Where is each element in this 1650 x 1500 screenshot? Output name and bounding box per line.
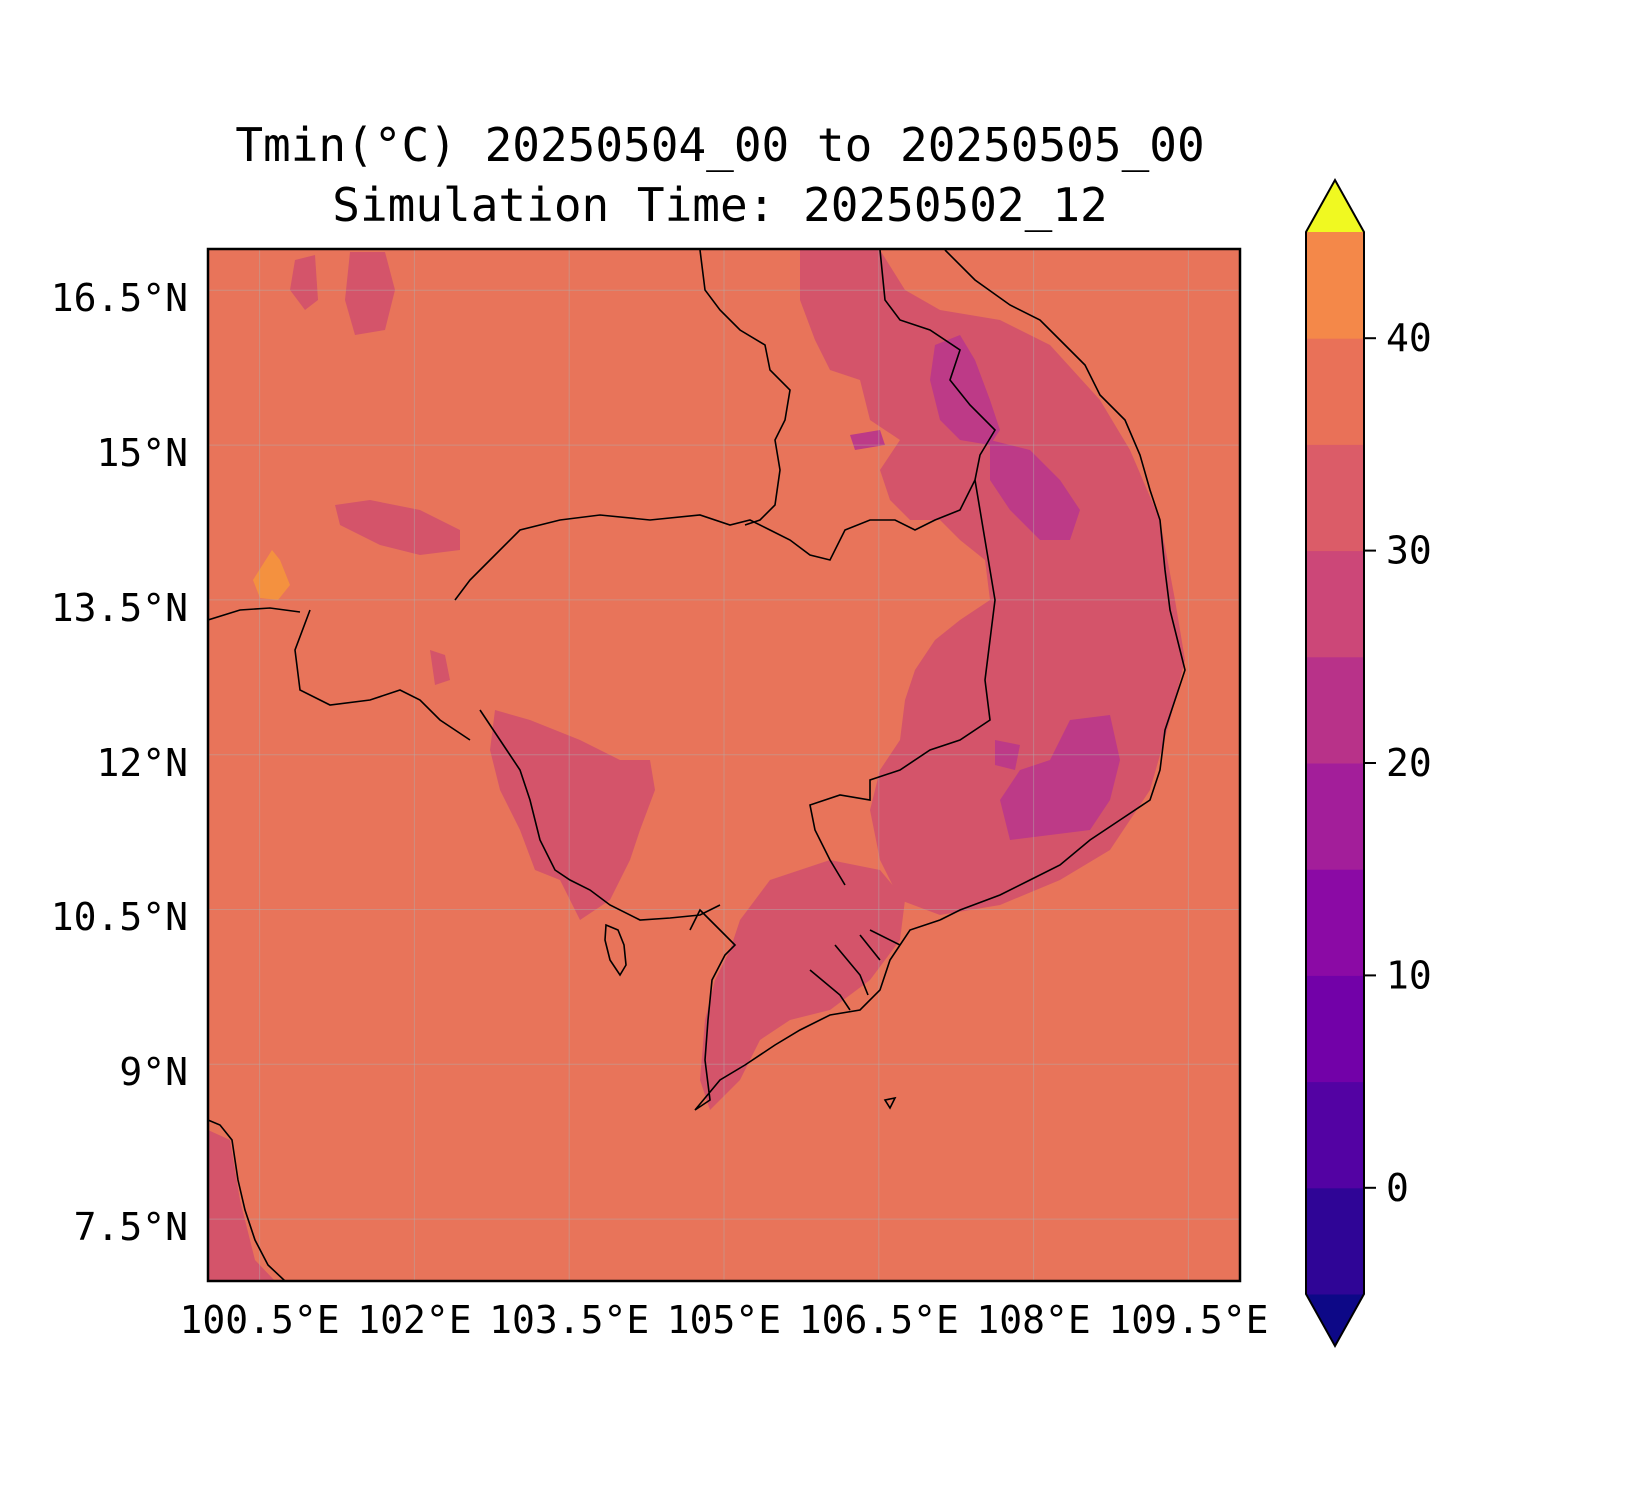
- region-dalat-15-20: [1000, 715, 1120, 840]
- coastlines-borders: [208, 249, 1186, 1281]
- map-frame: [206, 247, 1242, 1283]
- lon-tick-label: 108°E: [976, 1298, 1090, 1342]
- lat-tick-label: 9°N: [119, 1050, 188, 1094]
- lat-tick-label: 15°N: [96, 431, 188, 475]
- cambodia-north-border: [454, 479, 976, 601]
- colorbar-tick-label: 0: [1386, 1166, 1409, 1210]
- lat-tick-label: 7.5°N: [74, 1205, 188, 1249]
- map-panel: [208, 249, 1240, 1281]
- colorbar-extend-min: [1306, 1294, 1364, 1346]
- laos-vietnam-border: [879, 249, 997, 481]
- colorbar-tick-label: 10: [1386, 953, 1432, 997]
- malay-coast: [208, 1119, 286, 1281]
- region-mekong-delta-20-25: [700, 860, 905, 1110]
- con-dao-island: [883, 1096, 897, 1110]
- colorbar-tick-label: 30: [1386, 529, 1432, 573]
- region-dangrek-20-25: [335, 500, 460, 555]
- graticule: [208, 249, 1240, 1281]
- region-north2-20-25: [290, 255, 318, 310]
- region-cardamom-20-25: [490, 710, 655, 920]
- colorbar-band: [1306, 869, 1364, 976]
- colorbar-band: [1306, 232, 1364, 339]
- temperature-field-30-35: [253, 550, 290, 600]
- delta-islands: [809, 929, 901, 1011]
- lon-tick-label: 106.5°E: [799, 1298, 959, 1342]
- lon-tick-label: 105°E: [667, 1298, 781, 1342]
- mekong-delta-coast: [689, 908, 941, 1111]
- colorbar-tick-label: 20: [1386, 741, 1432, 785]
- colorbar-tick-label: 40: [1386, 316, 1432, 360]
- lon-tick-label: 109.5°E: [1108, 1298, 1268, 1342]
- lon-axis: 100.5°E 102°E 103.5°E 105°E 106.5°E 108°…: [180, 1298, 1269, 1342]
- phu-quoc-island: [604, 923, 627, 977]
- lat-tick-label: 12°N: [96, 741, 188, 785]
- region-north-20-25: [345, 252, 395, 335]
- cambodia-coast: [479, 709, 721, 921]
- vietnam-coastline: [939, 249, 1186, 921]
- colorbar-band: [1306, 444, 1364, 552]
- thailand-gulf-coast: [208, 607, 301, 621]
- colorbar-outline: [1305, 177, 1365, 1349]
- colorbar-band: [1306, 763, 1364, 870]
- lat-tick-label: 16.5°N: [51, 276, 188, 320]
- region-west-20-25: [430, 650, 450, 685]
- lat-tick-label: 10.5°N: [51, 895, 188, 939]
- colorbar-band: [1306, 656, 1364, 764]
- lon-tick-label: 100.5°E: [180, 1298, 340, 1342]
- colorbar-band: [1306, 338, 1364, 445]
- chart-title: Tmin(°C) 20250504_00 to 20250505_00: [235, 118, 1205, 172]
- laos-thailand-border: [699, 249, 791, 526]
- colorbar-band: [1306, 1081, 1364, 1189]
- colorbar-extend-max: [1306, 180, 1364, 232]
- lon-tick-label: 102°E: [357, 1298, 471, 1342]
- cambodia-vietnam-border: [809, 479, 996, 886]
- lon-tick-label: 103.5°E: [489, 1298, 649, 1342]
- region-central-highlands-15-20: [990, 440, 1080, 540]
- cambodia-thailand-border: [294, 609, 471, 741]
- lat-tick-label: 13.5°N: [51, 586, 188, 630]
- colorbar-band: [1306, 1187, 1364, 1295]
- lat-axis: 16.5°N 15°N 13.5°N 12°N 10.5°N 9°N 7.5°N: [51, 276, 188, 1249]
- colorbar: 0 10 20 30 40: [1305, 177, 1432, 1349]
- region-malay-20-25: [208, 1130, 275, 1281]
- region-small-15-20: [850, 430, 885, 450]
- colorbar-band: [1306, 550, 1364, 658]
- chart-subtitle: Simulation Time: 20250502_12: [332, 178, 1108, 232]
- region-small2-15-20: [995, 740, 1020, 770]
- colorbar-band: [1306, 975, 1364, 1083]
